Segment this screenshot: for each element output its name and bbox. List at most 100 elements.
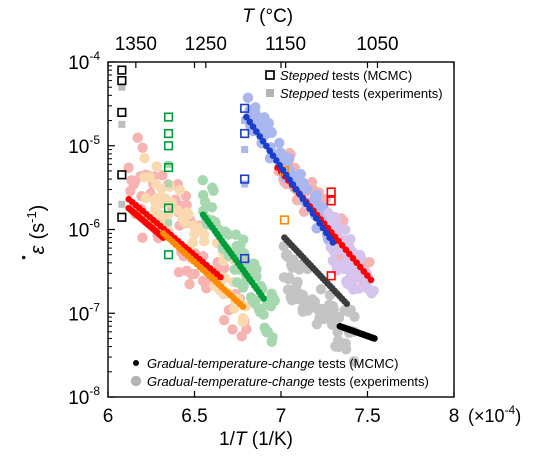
experiment-point	[262, 127, 273, 139]
experiment-point	[364, 256, 375, 268]
experiment-point	[173, 266, 185, 278]
stepped-mcmc-point	[240, 174, 250, 184]
experiment-point	[291, 280, 302, 291]
experiment-point	[151, 161, 162, 172]
experiment-point	[137, 232, 148, 243]
mcmc-point	[353, 259, 360, 266]
stepped-experiment-point	[165, 219, 173, 227]
experiment-point	[157, 170, 168, 181]
experiment-point	[197, 175, 209, 186]
stepped-mcmc-point	[163, 128, 174, 139]
stepped-mcmc-point	[117, 107, 127, 118]
stepped-mcmc-point	[117, 65, 127, 75]
experiment-point	[340, 343, 352, 355]
experiment-point	[278, 272, 290, 283]
top-tick-label: 1150	[265, 34, 306, 55]
experiment-point	[238, 281, 249, 292]
mcmc-point	[296, 190, 303, 198]
stepped-experiment-point	[241, 146, 249, 154]
stepped-experiment-point	[241, 180, 249, 188]
mcmc-point	[260, 295, 268, 302]
mcmc-point	[286, 176, 293, 184]
mcmc-point	[276, 162, 283, 169]
experiment-point	[293, 293, 305, 305]
experiment-point	[236, 331, 247, 342]
top-tick-label: 1250	[185, 34, 227, 55]
mcmc-point	[342, 246, 350, 253]
mcmc-points-layer	[117, 65, 378, 342]
experiment-point	[183, 209, 194, 220]
experiment-point	[327, 302, 339, 313]
stepped-mcmc-point	[163, 162, 174, 173]
experiment-point	[227, 324, 238, 335]
plot-frame	[107, 61, 455, 398]
experiment-point	[230, 229, 242, 240]
x-tick-label: 8	[449, 406, 460, 427]
experiment-point	[244, 105, 255, 116]
mcmc-point	[289, 181, 297, 188]
legend-label: Stepped tests (MCMC)	[280, 68, 412, 83]
mcmc-point	[249, 123, 257, 131]
experiment-point	[132, 132, 143, 143]
mcmc-point	[293, 186, 300, 193]
mcmc-point	[349, 255, 357, 262]
y-tick-label: 10-7	[68, 300, 100, 325]
experiment-point	[295, 168, 306, 180]
experiment-point	[128, 179, 140, 190]
experiment-point	[187, 237, 198, 248]
stepped-mcmc-point	[240, 253, 250, 264]
mcmc-point	[279, 166, 287, 174]
mcmc-point	[256, 133, 264, 140]
experiment-point	[242, 92, 254, 103]
x-tick-label: 7.5	[354, 406, 380, 427]
mcmc-point	[343, 300, 351, 308]
experiment-point	[274, 137, 285, 149]
experiment-point	[188, 220, 199, 231]
legend-label: Gradual-temperature-change tests (MCMC)	[147, 356, 398, 371]
top-tick-label: 1050	[356, 34, 398, 55]
mcmc-point	[367, 276, 375, 284]
legend-top: Stepped tests (MCMC) Stepped tests (exper…	[265, 68, 443, 101]
mcmc-point	[319, 224, 327, 232]
mcmc-point	[312, 215, 320, 222]
mcmc-point	[217, 273, 224, 281]
experiment-point	[315, 284, 327, 295]
experiment-point	[266, 295, 277, 307]
legend-label: Gradual-temperature-change tests (experi…	[147, 374, 429, 389]
mcmc-point	[331, 233, 339, 240]
experiment-point	[179, 217, 190, 228]
experiment-point	[339, 305, 350, 316]
experiment-point	[184, 278, 195, 290]
y-tick-label: 10-5	[68, 133, 100, 158]
stepped-mcmc-point	[117, 75, 127, 86]
mcmc-point	[328, 229, 335, 236]
mcmc-point	[322, 229, 330, 237]
mcmc-point	[306, 205, 313, 213]
mcmc-point	[259, 137, 267, 145]
stepped-mcmc-point	[117, 212, 127, 222]
experiment-point	[275, 147, 286, 158]
experiment-point	[139, 172, 150, 183]
experiment-point	[312, 304, 323, 315]
stepped-mcmc-point	[163, 203, 174, 213]
mcmc-point	[309, 210, 317, 217]
experiment-point	[341, 276, 352, 287]
x-axis-multiplier: (×10-4)	[468, 403, 521, 426]
mcmc-point	[243, 113, 250, 121]
stepped-experiment-point	[118, 120, 126, 128]
stepped-mcmc-point	[240, 128, 250, 139]
experiment-point	[200, 280, 212, 292]
experiment-point	[259, 112, 270, 123]
experiment-point	[280, 250, 292, 261]
mcmc-point	[302, 200, 310, 208]
experiment-point	[247, 295, 259, 306]
experiment-point	[189, 228, 200, 240]
experiment-point	[254, 306, 266, 318]
mcmc-point	[239, 303, 247, 310]
mcmc-point	[253, 128, 260, 135]
svg-text:ε(s-1): ε(s-1)	[24, 205, 49, 255]
mcmc-point	[263, 142, 270, 150]
stepped-mcmc-point	[279, 215, 290, 225]
experiment-point	[174, 184, 186, 196]
experiment-point	[237, 312, 249, 324]
